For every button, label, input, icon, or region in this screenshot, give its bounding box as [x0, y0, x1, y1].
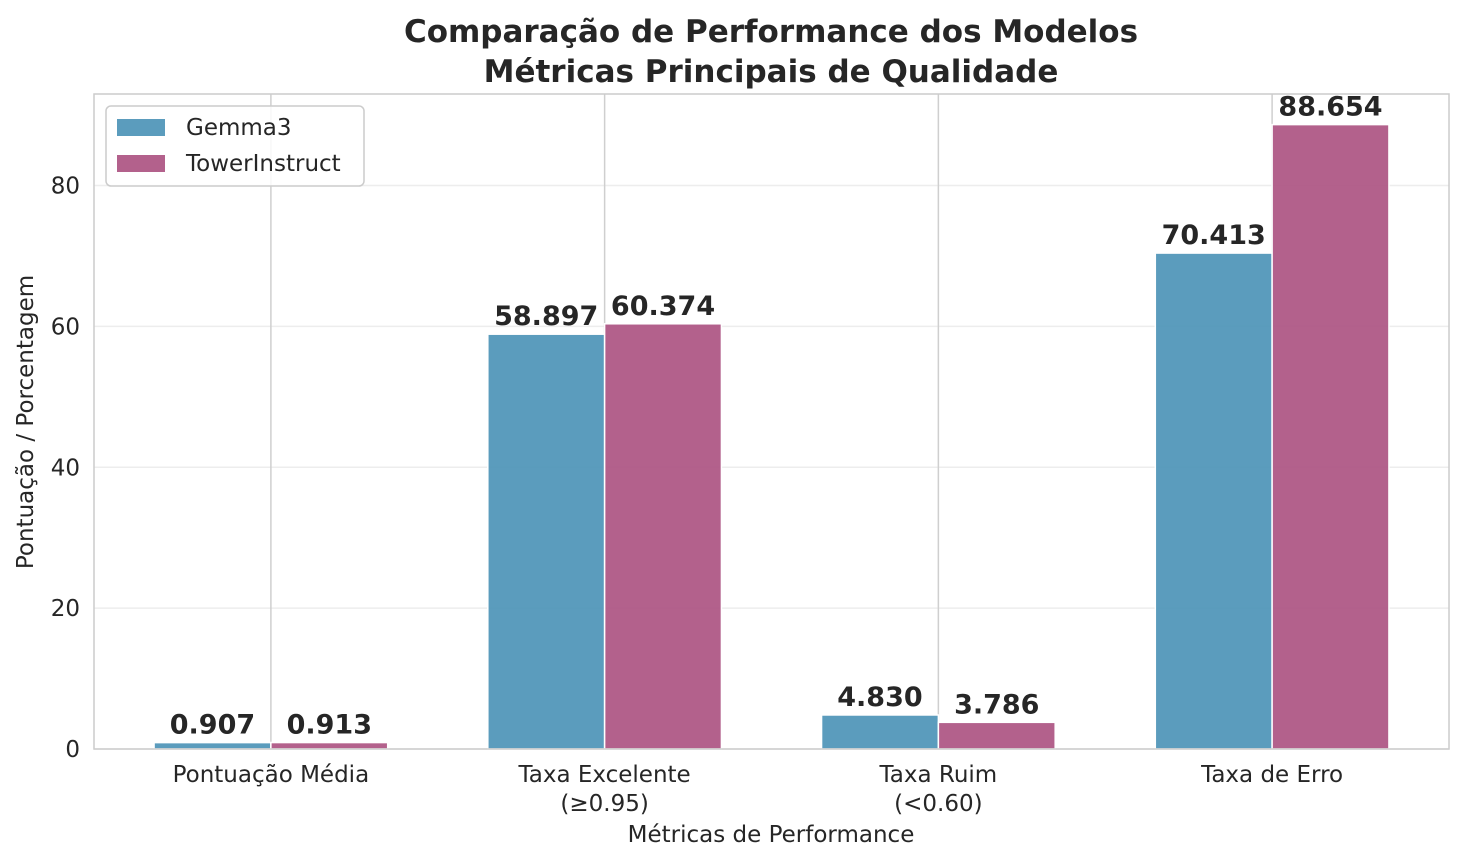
bar-value-label: 0.913 [287, 710, 372, 741]
x-tick-label: Taxa Ruim [879, 762, 998, 788]
bar-value-label: 3.786 [954, 689, 1039, 720]
chart-title: Comparação de Performance dos Modelos [404, 14, 1138, 50]
plot-area: 0 20 40 60 80 0.907 58.897 4.830 70.413 0.913 60.3… [51, 92, 1450, 817]
bar-value-label: 60.374 [611, 291, 715, 322]
x-tick-label: Pontuação Média [173, 762, 370, 788]
bar-value-label: 88.654 [1278, 92, 1382, 123]
bar-towerinstruct [603, 323, 723, 750]
y-tick-label: 20 [51, 596, 80, 622]
plot-frame [93, 93, 1450, 750]
bar-gemma3 [487, 333, 606, 750]
bar-towerinstruct [270, 741, 389, 750]
legend: Gemma3 TowerInstruct [105, 105, 365, 187]
bar-value-label: 4.830 [837, 682, 922, 713]
x-tick-label: Taxa Excelente [518, 762, 691, 788]
legend-label: TowerInstruct [185, 151, 341, 177]
x-tick-label: (≥0.95) [560, 791, 648, 817]
y-tick-label: 40 [51, 455, 80, 481]
bar-towerinstruct [1271, 123, 1390, 750]
x-tick-label: Taxa de Erro [1200, 762, 1343, 788]
bar-value-label: 70.413 [1162, 220, 1266, 251]
legend-box [105, 105, 365, 187]
legend-swatch [117, 119, 165, 136]
bar-value-label: 0.907 [170, 710, 255, 741]
legend-swatch [117, 155, 165, 172]
y-axis-label: Pontuação / Porcentagem [13, 275, 39, 569]
y-tick-label: 80 [51, 174, 80, 200]
y-tick-label: 0 [65, 737, 80, 763]
chart-subtitle: Métricas Principais de Qualidade [484, 54, 1059, 90]
bar-value-label: 58.897 [494, 301, 598, 332]
bar-gemma3 [1154, 252, 1273, 750]
x-axis-label: Métricas de Performance [628, 822, 915, 848]
bar-towerinstruct [937, 721, 1056, 750]
bar-gemma3 [153, 741, 272, 750]
legend-label: Gemma3 [186, 115, 292, 141]
bar-gemma3 [820, 714, 940, 750]
x-tick-label: (<0.60) [894, 791, 982, 817]
y-tick-label: 60 [51, 314, 80, 340]
